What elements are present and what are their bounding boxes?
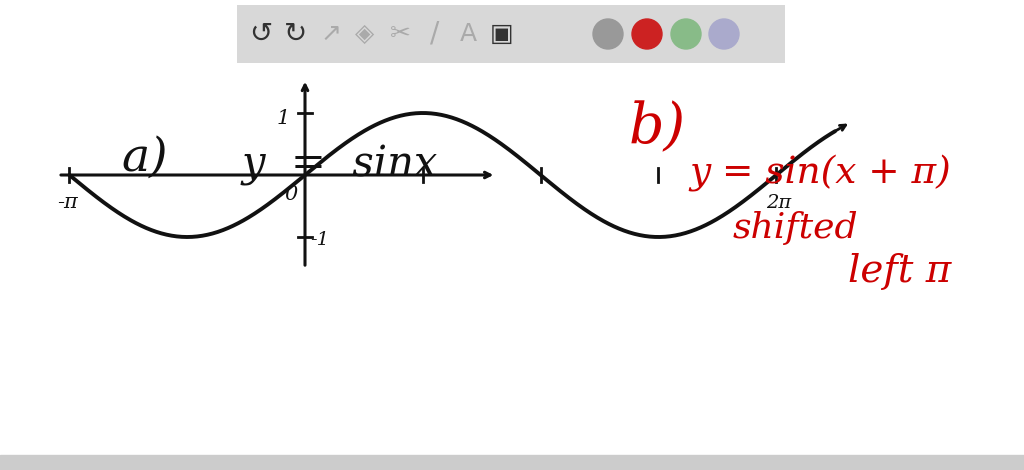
Text: ▣: ▣ xyxy=(490,22,514,46)
Text: ✂: ✂ xyxy=(389,22,411,46)
Text: y = sin(x + π): y = sin(x + π) xyxy=(689,155,951,191)
Circle shape xyxy=(632,19,662,49)
Circle shape xyxy=(671,19,701,49)
Text: y  =  sinx: y = sinx xyxy=(242,144,438,186)
Bar xyxy=(0,455,1024,470)
Text: -1: -1 xyxy=(310,231,330,249)
Text: b): b) xyxy=(629,101,685,156)
Text: -π: -π xyxy=(57,194,78,212)
Text: /: / xyxy=(430,20,439,48)
Text: shifted: shifted xyxy=(732,211,858,245)
Text: ↻: ↻ xyxy=(285,20,307,48)
Text: a): a) xyxy=(122,135,168,180)
Bar xyxy=(237,5,785,63)
Text: ↺: ↺ xyxy=(250,20,272,48)
Text: left π: left π xyxy=(848,253,951,290)
Circle shape xyxy=(593,19,623,49)
Text: ◈: ◈ xyxy=(355,22,375,46)
Text: ↗: ↗ xyxy=(321,22,341,46)
Text: 1: 1 xyxy=(276,109,290,127)
Text: A: A xyxy=(460,22,476,46)
Text: 2π: 2π xyxy=(766,194,791,212)
Circle shape xyxy=(709,19,739,49)
Text: 0: 0 xyxy=(285,186,298,204)
